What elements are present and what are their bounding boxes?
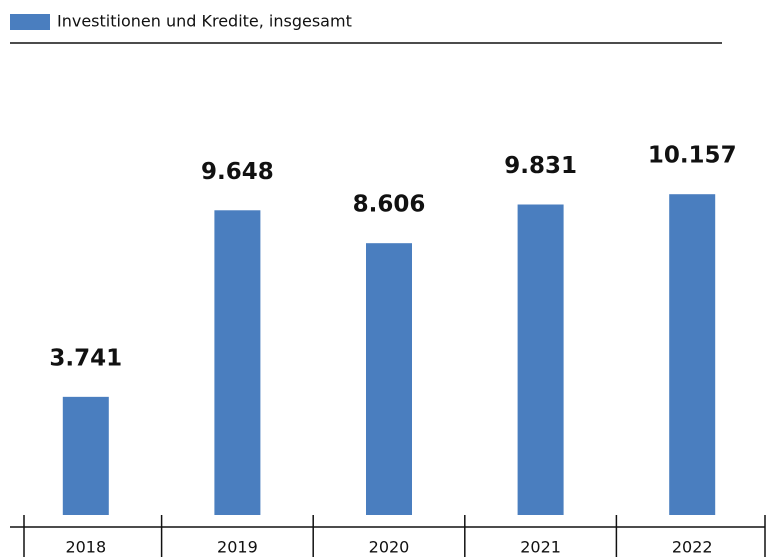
x-tick-label: 2018 — [65, 538, 106, 557]
x-tick-label: 2022 — [672, 538, 713, 557]
bar — [366, 243, 412, 515]
x-tick-label: 2020 — [369, 538, 410, 557]
x-tick-label: 2021 — [520, 538, 561, 557]
bar — [517, 204, 564, 515]
value-label: 9.831 — [504, 153, 577, 179]
x-tick-label: 2019 — [217, 538, 258, 557]
legend-label: Investitionen und Kredite, insgesamt — [57, 12, 352, 31]
legend-swatch — [10, 14, 50, 30]
value-label: 3.741 — [49, 345, 122, 371]
value-label: 9.648 — [201, 159, 274, 185]
value-label: 10.157 — [648, 143, 737, 169]
bar — [214, 210, 261, 515]
bar — [62, 396, 109, 515]
bar — [669, 194, 716, 516]
value-label: 8.606 — [353, 192, 426, 218]
